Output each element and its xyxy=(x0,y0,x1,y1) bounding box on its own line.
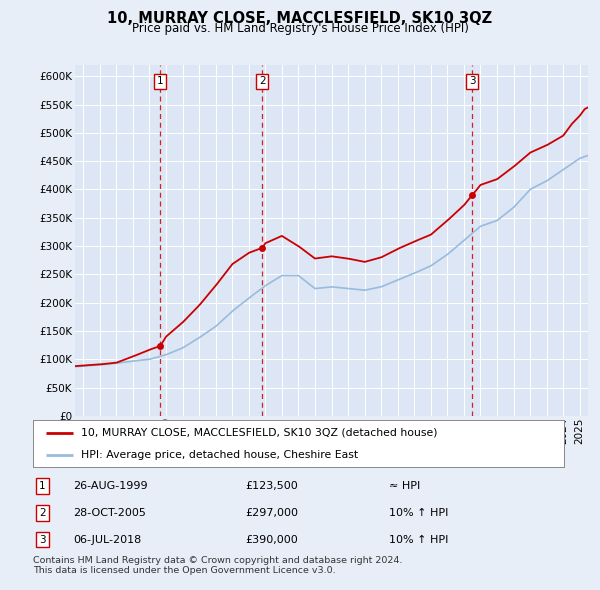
Text: 10% ↑ HPI: 10% ↑ HPI xyxy=(389,508,448,517)
Text: 10% ↑ HPI: 10% ↑ HPI xyxy=(389,535,448,545)
Text: 2: 2 xyxy=(259,76,266,86)
Text: 3: 3 xyxy=(39,535,46,545)
Text: HPI: Average price, detached house, Cheshire East: HPI: Average price, detached house, Ches… xyxy=(81,450,358,460)
Text: 28-OCT-2005: 28-OCT-2005 xyxy=(73,508,146,517)
Text: ≈ HPI: ≈ HPI xyxy=(389,481,420,491)
Text: 06-JUL-2018: 06-JUL-2018 xyxy=(73,535,141,545)
Text: 10, MURRAY CLOSE, MACCLESFIELD, SK10 3QZ: 10, MURRAY CLOSE, MACCLESFIELD, SK10 3QZ xyxy=(107,11,493,25)
Text: 2: 2 xyxy=(39,508,46,517)
Text: 26-AUG-1999: 26-AUG-1999 xyxy=(73,481,148,491)
Text: Price paid vs. HM Land Registry's House Price Index (HPI): Price paid vs. HM Land Registry's House … xyxy=(131,22,469,35)
Text: £123,500: £123,500 xyxy=(245,481,298,491)
Text: £390,000: £390,000 xyxy=(245,535,298,545)
Text: 1: 1 xyxy=(157,76,164,86)
Text: 3: 3 xyxy=(469,76,476,86)
Text: £297,000: £297,000 xyxy=(245,508,298,517)
Text: Contains HM Land Registry data © Crown copyright and database right 2024.
This d: Contains HM Land Registry data © Crown c… xyxy=(33,556,403,575)
Text: 10, MURRAY CLOSE, MACCLESFIELD, SK10 3QZ (detached house): 10, MURRAY CLOSE, MACCLESFIELD, SK10 3QZ… xyxy=(81,428,437,438)
Text: 1: 1 xyxy=(39,481,46,491)
